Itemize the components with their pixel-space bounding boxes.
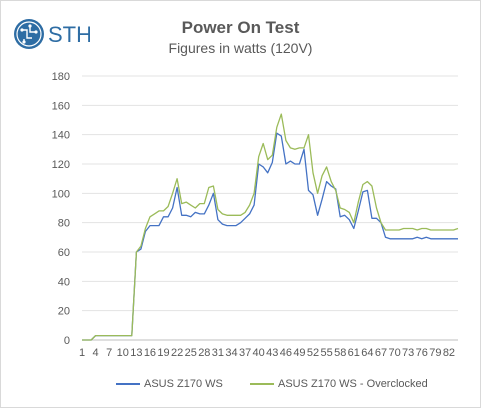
- legend-item-series-2: ASUS Z170 WS - Overclocked: [250, 378, 428, 390]
- y-tick-label: 180: [52, 71, 70, 83]
- x-tick-label: 40: [253, 347, 265, 359]
- x-tick-label: 31: [212, 347, 224, 359]
- x-tick-label: 49: [293, 347, 305, 359]
- y-tick-label: 120: [52, 159, 70, 171]
- x-tick-label: 58: [334, 347, 346, 359]
- x-tick-label: 10: [117, 347, 129, 359]
- series-line-1: [82, 132, 458, 341]
- x-tick-label: 34: [225, 347, 237, 359]
- x-tick-label: 64: [361, 347, 373, 359]
- legend-label-series-1: ASUS Z170 WS: [144, 378, 223, 390]
- logo-text: STH: [48, 22, 90, 47]
- sth-logo: STH: [14, 19, 90, 49]
- x-tick-label: 82: [443, 347, 455, 359]
- chart-title: Power On Test: [181, 18, 300, 37]
- x-tick-label: 46: [280, 347, 292, 359]
- x-tick-label: 16: [144, 347, 156, 359]
- x-tick-label: 73: [402, 347, 414, 359]
- legend-label-series-2: ASUS Z170 WS - Overclocked: [278, 378, 428, 390]
- y-tick-label: 140: [52, 130, 70, 142]
- x-tick-label: 4: [93, 347, 99, 359]
- y-tick-label: 20: [58, 306, 70, 318]
- x-tick-label: 61: [348, 347, 360, 359]
- legend-swatch-series-1: [116, 383, 140, 385]
- y-tick-label: 60: [58, 247, 70, 259]
- x-tick-label: 67: [375, 347, 387, 359]
- y-tick-label: 80: [58, 218, 70, 230]
- legend-swatch-series-2: [250, 383, 274, 385]
- x-tick-label: 76: [416, 347, 428, 359]
- chart-subtitle: Figures in watts (120V): [168, 40, 313, 56]
- x-tick-label: 13: [130, 347, 142, 359]
- x-tick-label: 1: [79, 347, 85, 359]
- x-tick-label: 28: [198, 347, 210, 359]
- x-tick-label: 22: [171, 347, 183, 359]
- x-tick-label: 70: [388, 347, 400, 359]
- y-tick-label: 100: [52, 188, 70, 200]
- x-tick-label: 37: [239, 347, 251, 359]
- x-tick-label: 25: [185, 347, 197, 359]
- x-tick-label: 52: [307, 347, 319, 359]
- x-tick-label: 55: [321, 347, 333, 359]
- x-tick-label: 19: [157, 347, 169, 359]
- y-tick-label: 160: [52, 100, 70, 112]
- legend-item-series-1: ASUS Z170 WS: [116, 378, 223, 390]
- x-tick-label: 79: [429, 347, 441, 359]
- y-tick-label: 0: [64, 335, 70, 347]
- x-tick-label: 7: [106, 347, 112, 359]
- series-line-2: [82, 113, 459, 341]
- x-tick-label: 43: [266, 347, 278, 359]
- y-tick-label: 40: [58, 276, 70, 288]
